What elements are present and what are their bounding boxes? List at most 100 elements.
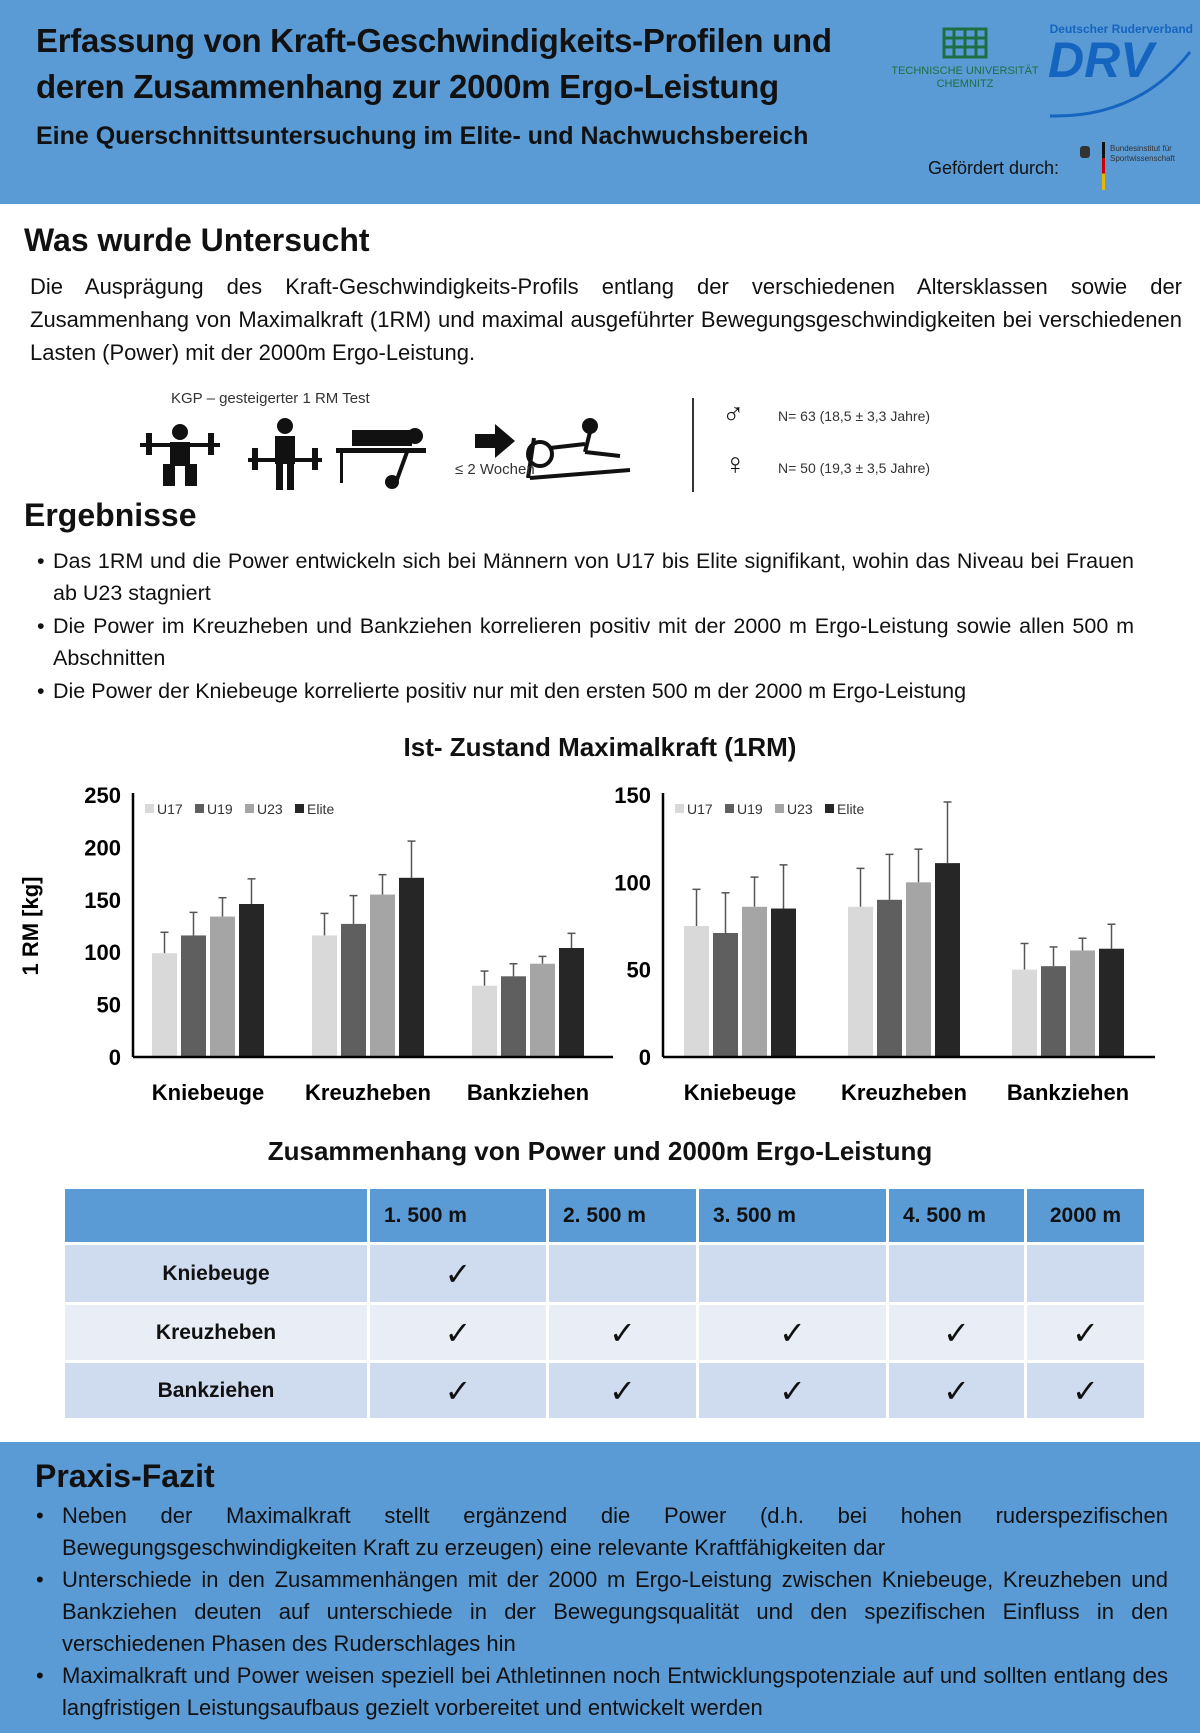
legend-swatch bbox=[725, 804, 734, 813]
y-tick-label: 50 bbox=[97, 993, 121, 1018]
bar-elite bbox=[771, 908, 796, 1057]
bar-u19 bbox=[1041, 966, 1066, 1057]
bar-u19 bbox=[501, 976, 526, 1057]
bar-elite bbox=[399, 877, 424, 1057]
bar-chart-2: 0 50 100 150 Kniebeuge Kreuzheben Bankziehen U1… bbox=[614, 783, 1155, 1105]
legend-label: U19 bbox=[737, 801, 763, 817]
col-header: 4. 500 m bbox=[886, 1186, 1027, 1245]
female-sample: N= 50 (19,3 ± 3,5 Jahre) bbox=[778, 460, 931, 476]
legend-swatch bbox=[775, 804, 784, 813]
results-heading: Ergebnisse bbox=[24, 497, 197, 533]
legend-swatch bbox=[195, 804, 204, 813]
method-heading: Was wurde Untersucht bbox=[24, 222, 370, 258]
drv-swoosh-icon bbox=[1049, 51, 1192, 118]
fazit-bullet: Unterschiede in den Zusammenhängen mit d… bbox=[36, 1564, 1168, 1660]
table-header-row: 1. 500 m 2. 500 m 3. 500 m 4. 500 m 2000… bbox=[62, 1186, 1147, 1245]
eagle-icon bbox=[1080, 146, 1090, 158]
legend-label: Elite bbox=[307, 801, 334, 817]
bar-elite bbox=[239, 903, 264, 1057]
y-axis-label: 1 RM [kg] bbox=[18, 877, 43, 976]
legend-swatch bbox=[245, 804, 254, 813]
bar-u19 bbox=[713, 932, 738, 1057]
bar-u17 bbox=[1012, 969, 1037, 1057]
legend-label: U23 bbox=[257, 801, 283, 817]
divider bbox=[692, 398, 694, 492]
legend-label: Elite bbox=[837, 801, 864, 817]
result-bullet: Die Power der Kniebeuge korrelierte posi… bbox=[37, 675, 1134, 707]
bar-u23 bbox=[742, 906, 767, 1057]
male-symbol-icon: ♂ bbox=[722, 398, 745, 431]
y-tick-label: 0 bbox=[109, 1045, 121, 1070]
table-title: Zusammenhang von Power und 2000m Ergo-Le… bbox=[267, 1136, 933, 1166]
bar-u19 bbox=[341, 923, 366, 1057]
table-row: Kreuzheben ✓ ✓ ✓ ✓ ✓ bbox=[62, 1302, 1147, 1363]
bar-chart-1: 0 50 100 150 200 250 1 RM [kg] Kniebeuge Kreuzhe… bbox=[18, 783, 613, 1105]
category-label: Bankziehen bbox=[1007, 1080, 1129, 1105]
bar-u23 bbox=[1070, 950, 1095, 1057]
y-tick-label: 100 bbox=[614, 870, 651, 895]
col-header: 3. 500 m bbox=[696, 1186, 889, 1245]
legend-label: U23 bbox=[787, 801, 813, 817]
male-sample: N= 63 (18,5 ± 3,3 Jahre) bbox=[778, 408, 931, 424]
fazit-bullet: Neben der Maximalkraft stellt ergänzend … bbox=[36, 1500, 1168, 1564]
y-tick-label: 200 bbox=[84, 835, 121, 860]
result-bullet: Das 1RM und die Power entwickeln sich be… bbox=[37, 545, 1134, 609]
y-tick-label: 100 bbox=[84, 940, 121, 965]
tu-building-icon bbox=[942, 27, 988, 59]
funded-by-label: Gefördert durch: bbox=[928, 158, 1060, 178]
fazit-bullet: Maximalkraft und Power weisen speziell b… bbox=[36, 1660, 1168, 1724]
category-label: Kreuzheben bbox=[305, 1080, 431, 1105]
title-line-2: deren Zusammenhang zur 2000m Ergo-Leistu… bbox=[36, 68, 779, 105]
bar-elite bbox=[1099, 948, 1124, 1057]
title-line-1: Erfassung von Kraft-Geschwindigkeits-Pro… bbox=[36, 22, 832, 59]
y-tick-label: 0 bbox=[639, 1045, 651, 1070]
tu-chemnitz-logo: TECHNISCHE UNIVERSITÄT CHEMNITZ bbox=[890, 24, 1040, 91]
col-header: 2. 500 m bbox=[546, 1186, 699, 1245]
y-tick-label: 250 bbox=[84, 783, 121, 808]
bar-u23 bbox=[530, 963, 555, 1057]
strength-charts: 0 50 100 150 200 250 1 RM [kg] Kniebeuge Kreuzhe… bbox=[18, 783, 1155, 1105]
bar-u23 bbox=[210, 916, 235, 1057]
bar-u19 bbox=[181, 935, 206, 1057]
col-header: 2000 m bbox=[1024, 1186, 1147, 1245]
category-label: Bankziehen bbox=[467, 1080, 589, 1105]
interval-label: ≤ 2 Wochen bbox=[455, 461, 535, 478]
bar-elite bbox=[935, 863, 960, 1057]
col-header: 1. 500 m bbox=[367, 1186, 549, 1245]
test-label: KGP – gesteigerter 1 RM Test bbox=[171, 390, 370, 407]
bar-elite bbox=[559, 948, 584, 1057]
legend-swatch bbox=[675, 804, 684, 813]
category-label: Kreuzheben bbox=[841, 1080, 967, 1105]
bisp-logo: Bundesinstitut für Sportwissenschaft bbox=[1080, 140, 1190, 190]
bar-u23 bbox=[370, 894, 395, 1057]
bar-u23 bbox=[906, 882, 931, 1057]
bar-u19 bbox=[877, 899, 902, 1057]
category-label: Kniebeuge bbox=[684, 1080, 796, 1105]
legend-swatch bbox=[295, 804, 304, 813]
legend-label: U17 bbox=[157, 801, 183, 817]
legend-swatch bbox=[145, 804, 154, 813]
bar-u17 bbox=[312, 935, 337, 1057]
flag-bar-icon bbox=[1102, 142, 1105, 190]
y-tick-label: 50 bbox=[627, 958, 651, 983]
drv-logo: Deutscher Ruderverband DRV bbox=[1048, 22, 1193, 118]
y-tick-label: 150 bbox=[614, 783, 651, 808]
squat-icon bbox=[140, 424, 220, 486]
results-list: Das 1RM und die Power entwickeln sich be… bbox=[37, 545, 1134, 708]
table-row: Bankziehen ✓ ✓ ✓ ✓ ✓ bbox=[62, 1360, 1147, 1421]
bar-u17 bbox=[472, 985, 497, 1057]
subtitle: Eine Querschnittsuntersuchung im Elite- … bbox=[36, 122, 809, 150]
y-tick-label: 150 bbox=[84, 888, 121, 913]
poster-header: Erfassung von Kraft-Geschwindigkeits-Pro… bbox=[0, 0, 1200, 204]
charts-title: Ist- Zustand Maximalkraft (1RM) bbox=[403, 732, 797, 762]
bar-u17 bbox=[684, 926, 709, 1057]
protocol-icons bbox=[140, 418, 631, 490]
legend-swatch bbox=[825, 804, 834, 813]
rowing-ergometer-icon bbox=[526, 418, 631, 480]
method-text: Die Ausprägung des Kraft-Geschwindigkeit… bbox=[30, 274, 1182, 365]
correlation-table: 1. 500 m 2. 500 m 3. 500 m 4. 500 m 2000… bbox=[62, 1186, 1147, 1421]
female-symbol-icon: ♀ bbox=[724, 448, 747, 481]
bench-row-icon bbox=[336, 428, 426, 489]
deadlift-icon bbox=[248, 418, 322, 490]
legend-label: U19 bbox=[207, 801, 233, 817]
